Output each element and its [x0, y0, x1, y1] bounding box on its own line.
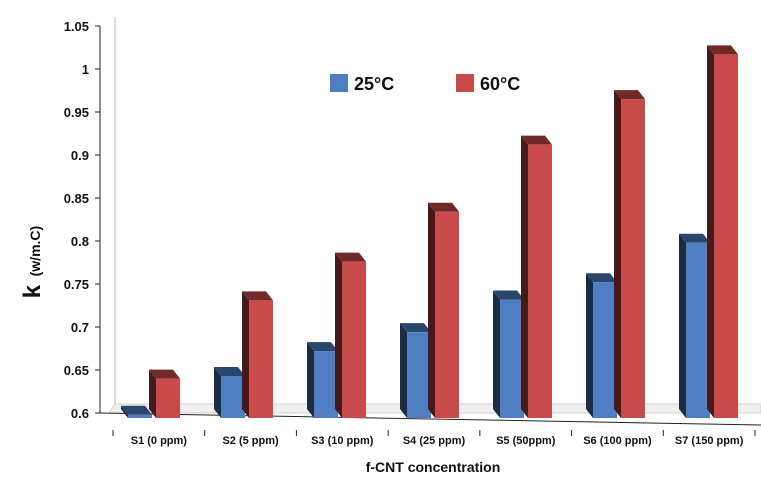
bar-side-face	[521, 135, 528, 418]
bar-front-face	[435, 211, 459, 418]
bar-25c-4	[400, 323, 431, 418]
legend-label-60c: 60°C	[480, 74, 520, 94]
bar-side-face	[121, 405, 128, 418]
bar-60c-7	[707, 45, 738, 418]
y-tick-label: 0.7	[71, 320, 89, 335]
bar-front-face	[500, 299, 524, 418]
y-tick-label: 0.75	[64, 277, 89, 292]
bar-25c-3	[307, 342, 338, 418]
x-axis-line	[99, 412, 761, 426]
bar-front-face	[128, 414, 152, 418]
bar-top-face	[493, 290, 524, 300]
bar-60c-6	[614, 90, 645, 418]
y-axis-title-main: k	[19, 284, 46, 298]
bar-top-face	[428, 202, 459, 212]
bar-60c-5	[521, 135, 552, 418]
y-tick-label: 0.6	[71, 406, 89, 421]
y-axis-title: k (w/m.C)	[19, 226, 46, 298]
bar-front-face	[407, 332, 431, 418]
bar-front-face	[686, 242, 710, 418]
bar-top-face	[521, 135, 552, 145]
bar-60c-4	[428, 202, 459, 418]
legend-label-25c: 25°C	[354, 74, 394, 94]
bar-side-face	[586, 273, 593, 418]
bar-top-face	[214, 367, 245, 377]
bar-top-face	[149, 369, 180, 379]
x-category-label: S1 (0 ppm)	[131, 435, 188, 447]
y-tick-label: 0.95	[64, 105, 89, 120]
bar-side-face	[493, 290, 500, 418]
bar-side-face	[214, 367, 221, 418]
bar-front-face	[593, 282, 617, 418]
bar-side-face	[335, 252, 342, 418]
x-category-label: S7 (150 ppm)	[675, 435, 744, 447]
bar-top-face	[707, 45, 738, 55]
bar-top-face	[121, 405, 152, 415]
x-category-label: S6 (100 ppm)	[583, 435, 652, 447]
y-tick-labels: 0.6 0.65 0.7 0.75 0.8 0.85 0.9 0.95 1 1.05	[64, 19, 100, 421]
legend-swatch-60c	[456, 74, 474, 92]
bar-side-face	[400, 323, 407, 418]
bar-60c-2	[242, 291, 273, 418]
chart-bars	[121, 45, 738, 418]
bar-60c-3	[335, 252, 366, 418]
bar-top-face	[586, 273, 617, 283]
y-tick-label: 1.05	[64, 19, 89, 34]
bar-top-face	[242, 291, 273, 301]
y-tick-label: 0.9	[71, 148, 89, 163]
bar-side-face	[679, 233, 686, 418]
y-tick-label: 1	[82, 62, 89, 77]
x-axis-title: f-CNT concentration	[366, 459, 501, 475]
bar-side-face	[428, 202, 435, 418]
bar-25c-6	[586, 273, 617, 418]
x-category-label: S5 (50ppm)	[496, 435, 556, 447]
bar-25c-2	[214, 367, 245, 418]
bar-25c-7	[679, 233, 710, 418]
bar-front-face	[221, 376, 245, 418]
y-axis-title-unit: (w/m.C)	[27, 226, 43, 277]
bar-front-face	[156, 378, 180, 418]
bar-front-face	[714, 54, 738, 418]
bar-side-face	[707, 45, 714, 418]
y-tick-label: 0.85	[64, 191, 89, 206]
x-category-label: S2 (5 ppm)	[222, 435, 279, 447]
legend-swatch-25c	[330, 74, 348, 92]
bar-60c-1	[149, 369, 180, 418]
x-category-label: S4 (25 ppm)	[403, 435, 466, 447]
bar-top-face	[614, 90, 645, 100]
y-tick-label: 0.8	[71, 234, 89, 249]
bar-top-face	[307, 342, 338, 352]
bar-25c-1	[121, 405, 152, 418]
bar-25c-5	[493, 290, 524, 418]
bar-front-face	[249, 300, 273, 418]
bar-front-face	[528, 144, 552, 418]
bar-side-face	[614, 90, 621, 418]
bar-top-face	[335, 252, 366, 262]
bar-top-face	[679, 233, 710, 243]
x-category-label: S3 (10 ppm)	[311, 435, 374, 447]
bar-side-face	[242, 291, 249, 418]
bar-front-face	[621, 99, 645, 418]
bar-side-face	[149, 369, 156, 418]
bar-top-face	[400, 323, 431, 333]
bar-side-face	[307, 342, 314, 418]
x-category-labels: S1 (0 ppm) S2 (5 ppm) S3 (10 ppm) S4 (25 pp…	[112, 430, 756, 447]
bar-front-face	[314, 351, 338, 418]
legend: 25°C 60°C	[330, 74, 520, 94]
y-tick-label: 0.65	[64, 363, 89, 378]
bar-front-face	[342, 261, 366, 418]
y-axis-title-text: k (w/m.C)	[19, 226, 46, 298]
